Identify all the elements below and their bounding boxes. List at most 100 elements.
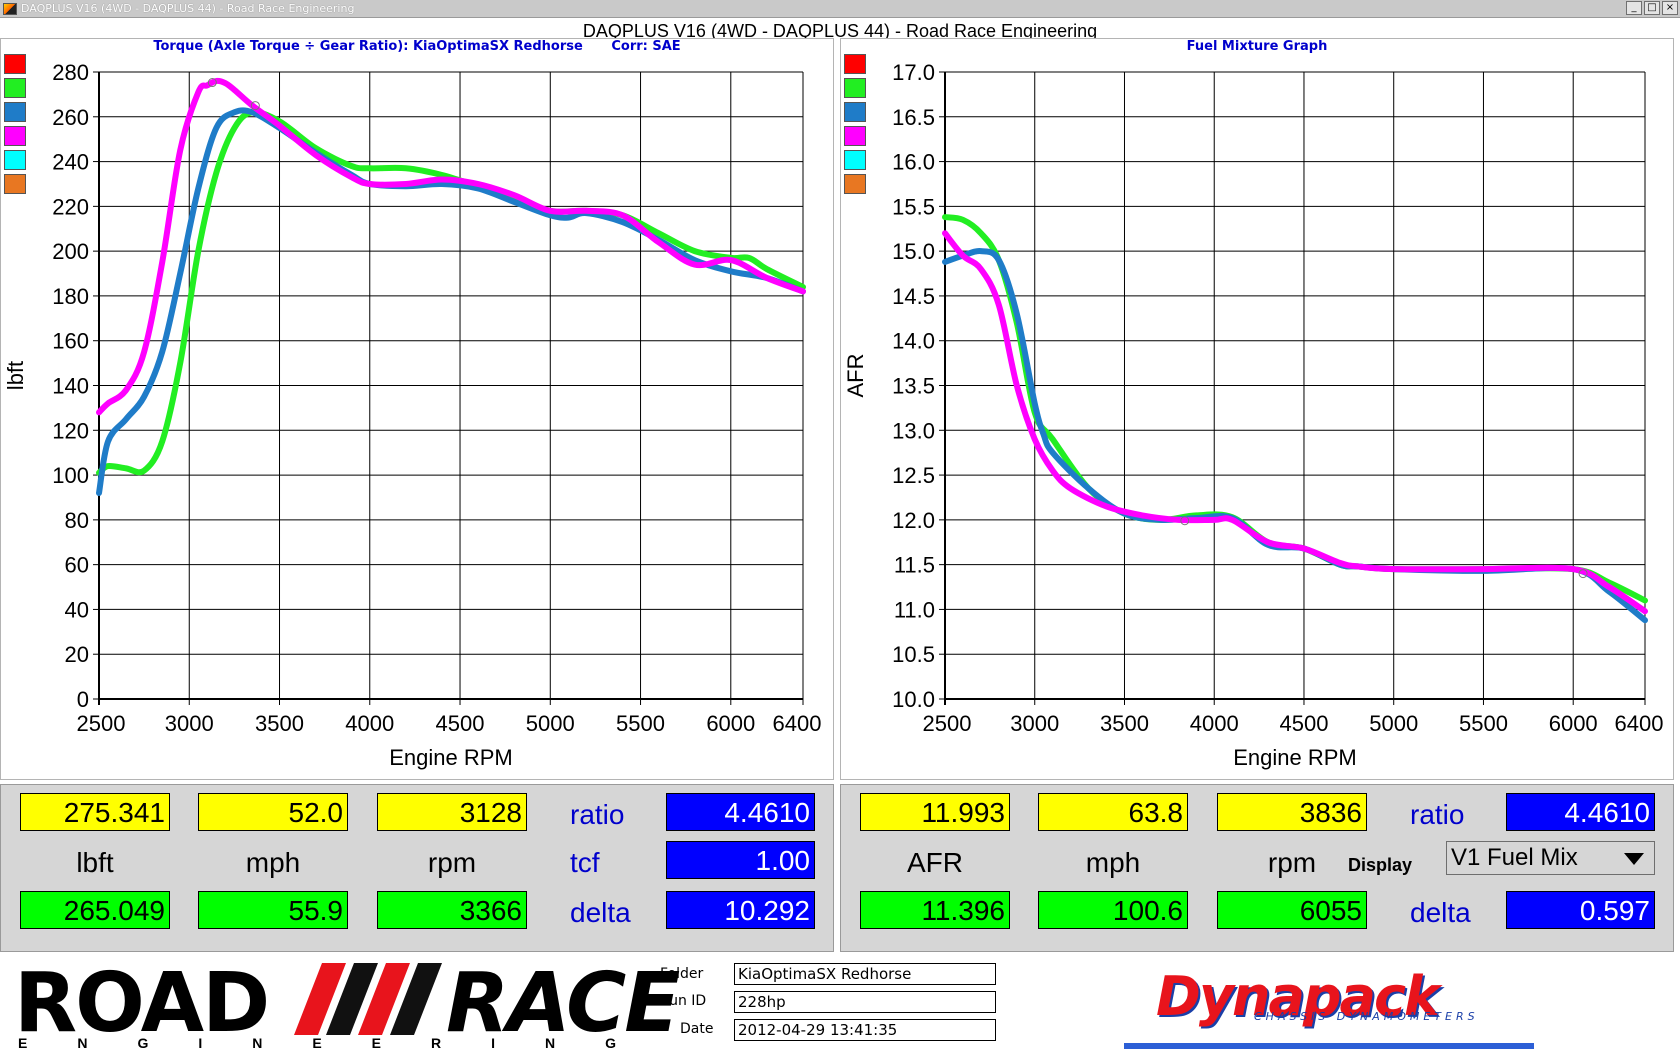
cursor1-torque-value: 275.341 — [20, 793, 170, 831]
series-swatch[interactable] — [844, 174, 866, 194]
series-swatch[interactable] — [4, 150, 26, 170]
delta-value: 10.292 — [666, 891, 815, 929]
cursor-marker[interactable] — [207, 78, 217, 88]
afr-ratio-value[interactable]: 4.4610 — [1506, 793, 1655, 831]
x-tick-label: 2500 — [923, 711, 972, 736]
main-heading: DAQPLUS V16 (4WD - DAQPLUS 44) - Road Ra… — [582, 21, 1098, 41]
x-tick-label: 3000 — [1010, 711, 1059, 736]
unit-afr-mph: mph — [1085, 847, 1141, 878]
series-swatch[interactable] — [4, 102, 26, 122]
x-tick-label: 5000 — [526, 711, 575, 736]
y-tick-label: 16.5 — [892, 105, 935, 130]
display-label: Display — [1348, 855, 1413, 875]
series-line[interactable] — [96, 77, 806, 416]
y-axis-label: AFR — [843, 354, 868, 398]
chevron-down-icon[interactable] — [1624, 853, 1644, 865]
x-tick-label: 3500 — [1100, 711, 1149, 736]
title-bar[interactable]: DAQPLUS V16 (4WD - DAQPLUS 44) - Road Ra… — [0, 0, 1680, 18]
cursor2-rpm-value: 3366 — [377, 891, 527, 929]
series-line[interactable] — [942, 214, 1648, 604]
folder-field[interactable]: KiaOptimaSX Redhorse — [734, 963, 996, 985]
x-tick-label: 4000 — [1190, 711, 1239, 736]
x-tick-label: 5500 — [1459, 711, 1508, 736]
series-swatch[interactable] — [844, 126, 866, 146]
x-tick-label: 6000 — [1549, 711, 1598, 736]
cursor1-afr-value: 11.993 — [860, 793, 1010, 831]
series-line[interactable] — [96, 109, 806, 476]
ratio-label: ratio — [570, 799, 625, 830]
window-title: DAQPLUS V16 (4WD - DAQPLUS 44) - Road Ra… — [21, 2, 355, 15]
series-swatch[interactable] — [844, 78, 866, 98]
dynapack-logo: Dynapack — [1156, 965, 1440, 1028]
cursor2-torque-value: 265.049 — [20, 891, 170, 929]
y-tick-label: 13.5 — [892, 374, 935, 399]
y-tick-label: 280 — [52, 60, 89, 85]
display-select-value: V1 Fuel Mix — [1451, 844, 1578, 871]
torque-chart[interactable]: 2802602402202001801601401201008060402002… — [1, 39, 835, 781]
display-select[interactable]: V1 Fuel Mix — [1446, 841, 1655, 875]
cursor2-afr-rpm-value: 6055 — [1217, 891, 1367, 929]
close-button[interactable]: × — [1662, 1, 1678, 15]
date-field[interactable]: 2012-04-29 13:41:35 — [734, 1019, 996, 1041]
y-tick-label: 120 — [52, 418, 89, 443]
series-swatch[interactable] — [844, 150, 866, 170]
y-tick-label: 240 — [52, 150, 89, 175]
x-tick-label: 4000 — [345, 711, 394, 736]
cursor1-afr-mph-value: 63.8 — [1038, 793, 1188, 831]
tcf-value[interactable]: 1.00 — [666, 841, 815, 879]
unit-mph: mph — [245, 847, 301, 878]
fuel-graph-title: Fuel Mixture Graph — [841, 39, 1673, 54]
torque-graph-panel[interactable]: Torque (Axle Torque ÷ Gear Ratio): KiaOp… — [0, 38, 834, 780]
afr-readout-panel: 11.993 63.8 3836 AFR mph rpm 11.396 100.… — [840, 784, 1674, 952]
y-tick-label: 160 — [52, 329, 89, 354]
series-swatch[interactable] — [4, 78, 26, 98]
series-swatch[interactable] — [4, 174, 26, 194]
y-tick-label: 0 — [77, 687, 89, 712]
y-tick-label: 100 — [52, 463, 89, 488]
x-tick-label: 2500 — [77, 711, 126, 736]
afr-chart[interactable]: 17.0 16.5 16.0 15.5 15.0 14.5 14.0 13.5 13.0 12.5… — [841, 39, 1675, 781]
x-tick-label: 3500 — [255, 711, 304, 736]
torque-graph-title: Torque (Axle Torque ÷ Gear Ratio): KiaOp… — [1, 39, 833, 54]
series-swatch[interactable] — [4, 54, 26, 74]
logo-road-text: ROAD — [14, 956, 270, 1050]
y-tick-label: 14.0 — [892, 329, 935, 354]
y-tick-label: 14.5 — [892, 284, 935, 309]
runid-field[interactable]: 228hp — [734, 991, 996, 1013]
x-tick-label: 6400 — [1615, 711, 1664, 736]
correction-label: Corr: SAE — [611, 39, 681, 54]
cursor2-afr-value: 11.396 — [860, 891, 1010, 929]
restore-button[interactable]: □ — [1644, 1, 1660, 15]
series-line[interactable] — [96, 107, 806, 496]
fuel-title-text: Fuel Mixture Graph — [1186, 39, 1328, 54]
y-tick-label: 17.0 — [892, 60, 935, 85]
ratio-value[interactable]: 4.4610 — [666, 793, 815, 831]
cursor-marker[interactable] — [1578, 569, 1588, 579]
y-tick-label: 13.0 — [892, 418, 935, 443]
minimize-button[interactable]: _ — [1626, 1, 1642, 15]
series-swatch[interactable] — [4, 126, 26, 146]
x-axis-label: Engine RPM — [1233, 745, 1357, 770]
series-swatch[interactable] — [844, 54, 866, 74]
fuel-mixture-graph-panel[interactable]: Fuel Mixture Graph 17.0 16.5 16.0 15.5 15.0 1… — [840, 38, 1674, 780]
app-icon[interactable] — [3, 3, 17, 15]
cursor-marker[interactable] — [250, 101, 260, 111]
y-tick-label: 16.0 — [892, 150, 935, 175]
y-tick-label: 60 — [65, 553, 89, 578]
cursor-marker[interactable] — [1180, 516, 1190, 526]
unit-rpm: rpm — [427, 847, 477, 878]
afr-delta-label: delta — [1410, 897, 1471, 928]
y-axis-label: lbft — [3, 361, 28, 390]
footer: ROAD RACE ENGINEERING Folder KiaOptimaSX… — [0, 955, 1680, 1050]
cursor1-mph-value: 52.0 — [198, 793, 348, 831]
y-tick-label: 40 — [65, 597, 89, 622]
series-line[interactable] — [942, 230, 1648, 615]
x-tick-label: 4500 — [1279, 711, 1328, 736]
x-tick-label: 5500 — [616, 711, 665, 736]
logo-stripes-icon — [294, 963, 442, 1035]
series-swatch[interactable] — [844, 102, 866, 122]
delta-label: delta — [570, 897, 631, 928]
cursor1-afr-rpm-value: 3836 — [1217, 793, 1367, 831]
x-tick-label: 5000 — [1369, 711, 1418, 736]
